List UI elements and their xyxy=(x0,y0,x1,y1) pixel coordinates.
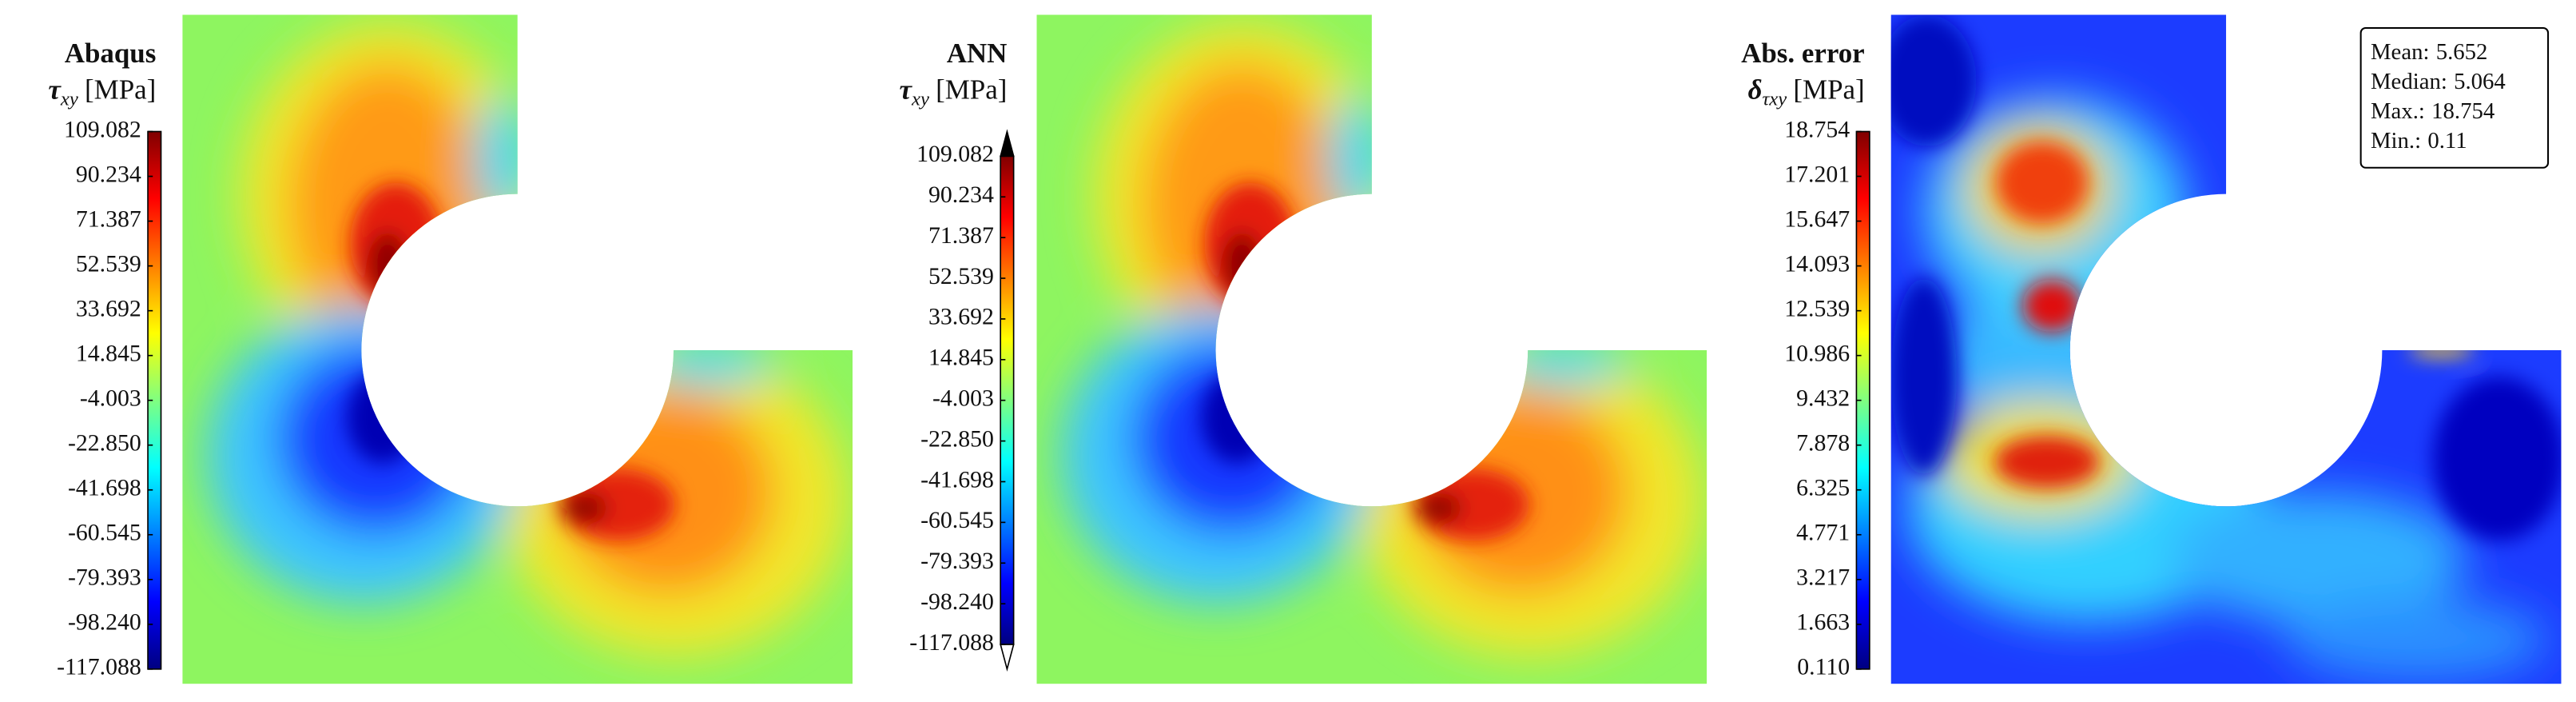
colorbar-label: τxy [MPa] xyxy=(899,74,1007,110)
stat-label: Min.: xyxy=(2371,128,2421,154)
extend-min xyxy=(1000,644,1015,672)
unit: [MPa] xyxy=(936,74,1007,105)
colorbar-tick-label: -117.088 xyxy=(909,629,994,656)
colorbar-tick-label: 109.082 xyxy=(64,116,141,142)
panel-title: Abaqus xyxy=(65,38,157,69)
unit: [MPa] xyxy=(85,74,156,105)
stat-value: 5.652 xyxy=(2436,39,2488,65)
colorbar-tick-label: 6.325 xyxy=(1796,475,1850,501)
colorbar-tick-label: -98.240 xyxy=(68,609,141,636)
symbol: τ xyxy=(899,74,912,105)
subscript: τxy xyxy=(1762,89,1787,110)
colorbar-tick-label: 14.093 xyxy=(1784,250,1850,277)
colorbar-tick-label: 90.234 xyxy=(76,161,141,187)
colorbar-tick-label: 52.539 xyxy=(76,250,141,277)
colorbar-tick-label: 52.539 xyxy=(928,263,994,289)
colorbar-tick-label: -60.545 xyxy=(68,520,141,546)
colorbar-tick-label: 14.845 xyxy=(76,340,141,366)
colorbar-tick-label: -79.393 xyxy=(920,548,994,574)
colorbar-tick-label: 71.387 xyxy=(928,222,994,249)
colorbar-tick-label: 12.539 xyxy=(1784,295,1850,321)
colorbar-tick-label: 7.878 xyxy=(1796,430,1850,457)
colorbar-tick-label: -41.698 xyxy=(68,475,141,501)
colorbar-tick-label: -4.003 xyxy=(932,385,994,412)
colorbar-tick-label: 3.217 xyxy=(1796,564,1850,591)
stat-value: 5.064 xyxy=(2454,69,2506,94)
stat-line: Min.: 0.11 xyxy=(2371,128,2467,154)
stat-label: Median: xyxy=(2371,69,2447,94)
colorbar-label: τxy [MPa] xyxy=(48,74,156,110)
stat-line: Mean: 5.652 xyxy=(2371,39,2487,65)
colorbar-tick-label: -98.240 xyxy=(920,588,994,615)
colorbar-panel: Abs. error δτxy [MPa] 18.754 17.201 15.647 14.… xyxy=(1741,38,1870,680)
colorbar-tick-label: 18.754 xyxy=(1784,116,1850,142)
unit: [MPa] xyxy=(1793,74,1864,105)
colorbar-tick-label: 109.082 xyxy=(916,141,994,167)
subscript: xy xyxy=(911,89,929,110)
colorbar-tick-label: 4.771 xyxy=(1796,520,1850,546)
colorbar-tick-label: 9.432 xyxy=(1796,385,1850,412)
colorbar-tick-label: -22.850 xyxy=(920,425,994,452)
colorbar-label: δτxy [MPa] xyxy=(1748,74,1865,110)
colorbar-tick-label: -41.698 xyxy=(920,466,994,493)
stat-label: Max.: xyxy=(2371,98,2425,124)
colorbar-tick-label: 71.387 xyxy=(76,205,141,232)
field-plot xyxy=(182,15,853,684)
colorbar-tick-label: -117.088 xyxy=(57,654,141,680)
colorbar-tick-label: -22.850 xyxy=(68,430,141,457)
colorbar-tick-label: 90.234 xyxy=(928,181,994,208)
symbol: δ xyxy=(1748,74,1763,105)
stat-value: 0.11 xyxy=(2427,128,2467,154)
colorbar-tick-label: -60.545 xyxy=(920,507,994,533)
colorbar-tick-label: 33.692 xyxy=(928,304,994,330)
panel-title: Abs. error xyxy=(1741,38,1865,69)
colorbar-tick-label: 10.986 xyxy=(1784,340,1850,366)
colorbar-tick-label: 0.110 xyxy=(1797,654,1850,680)
stat-value: 18.754 xyxy=(2431,98,2495,124)
stat-label: Mean: xyxy=(2371,39,2430,65)
colorbar-panel: ANN τxy [MPa] 109.082 90.234 71.387 52.539 33.6… xyxy=(899,38,1015,672)
field-plot xyxy=(1036,15,1707,684)
subscript: xy xyxy=(60,89,78,110)
colorbar-tick-label: -79.393 xyxy=(68,564,141,591)
symbol: τ xyxy=(48,74,62,105)
colorbar-tick-label: 15.647 xyxy=(1784,205,1850,232)
stats-box: Mean: 5.652 Median: 5.064 Max.: 18.754 Min.: 0.… xyxy=(2359,26,2550,169)
colorbar-tick-label: 17.201 xyxy=(1784,161,1850,187)
colorbar-tick-label: 33.692 xyxy=(76,295,141,321)
extend-max xyxy=(1000,129,1015,158)
colorbar-tick-label: 14.845 xyxy=(928,345,994,371)
stat-line: Median: 5.064 xyxy=(2371,69,2506,94)
colorbar-tick-label: 1.663 xyxy=(1796,609,1850,636)
stats-frame xyxy=(2359,26,2550,169)
stat-line: Max.: 18.754 xyxy=(2371,98,2495,124)
colorbar-tick-label: -4.003 xyxy=(80,385,141,412)
panel-title: ANN xyxy=(947,38,1008,69)
